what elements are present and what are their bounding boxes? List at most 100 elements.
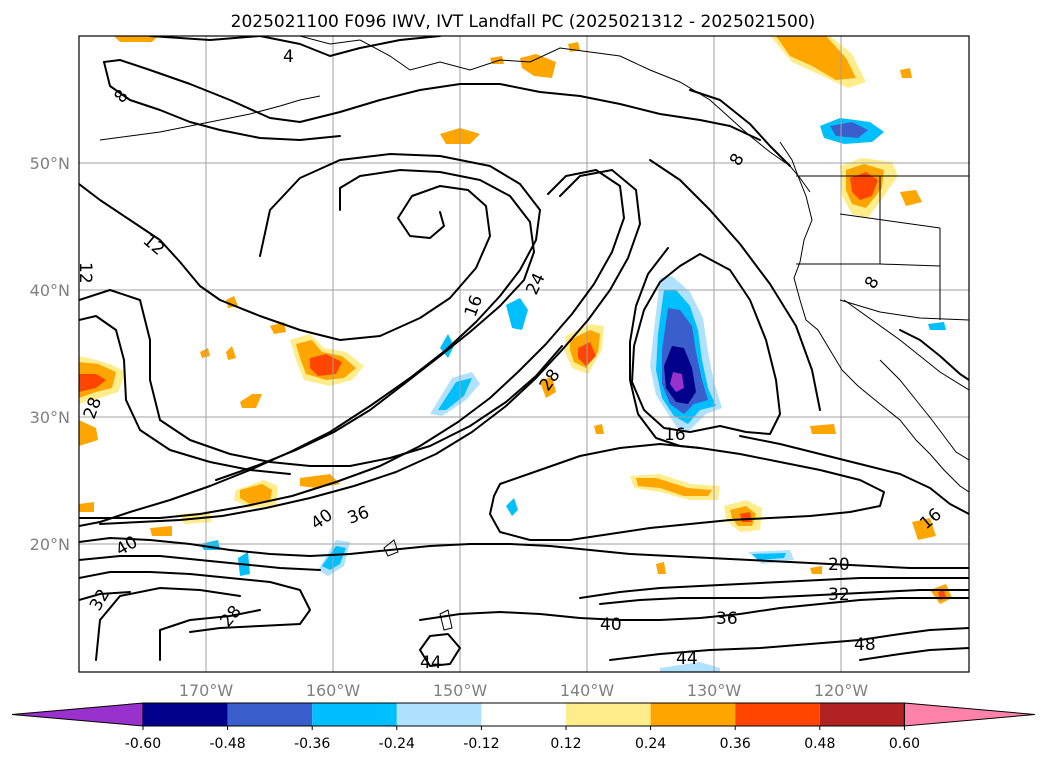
iwv-contours [79,36,969,667]
positive-anomaly-west-3 [310,354,342,376]
positive-spot-14 [226,346,236,360]
lat-tick-label: 30°N [30,408,70,427]
lat-tick-label: 20°N [30,535,70,554]
positive-spot-11 [270,322,286,334]
contour-label: 12 [75,262,95,284]
contour-32-e [599,589,969,605]
contour-8-bc [689,89,791,167]
contour-28-a [79,289,563,467]
latitude-ticks: 50°N 40°N 30°N 20°N [30,154,70,554]
contour-12-big [79,183,491,341]
contour-label: 20 [828,555,850,575]
contour-44-s [609,627,969,661]
shaded-anomalies [79,36,952,672]
positive-anomaly-left-edge-3 [79,374,106,392]
contour-label: 44 [676,649,698,669]
alaska-coast [299,36,811,193]
negative-spot-8 [752,553,786,560]
contour-20-s [79,537,969,569]
colorbar-tick-label: 0.12 [550,736,581,752]
positive-anomaly-northeast-2 [776,36,856,80]
contour-40-sw [79,591,131,601]
contour-16-east [739,435,969,515]
contour-24-s [79,555,321,571]
colorbar-tick-label: 0.24 [635,736,666,752]
colorbar-segment [819,703,905,726]
positive-spot-5 [810,424,836,434]
lat-tick-label: 50°N [30,154,70,173]
positive-anomaly-mid-2 [636,478,712,496]
colorbar-tick-label: 0.60 [889,736,920,752]
state-border-2 [839,213,941,229]
colorbar-segment [650,703,736,726]
positive-anomaly-south-2 [240,484,272,504]
contour-28-b [79,315,291,475]
contour-12-far-east [899,329,969,381]
colorbar-segment [566,703,651,726]
lon-tick-label: 120°W [814,681,869,700]
lon-tick-label: 160°W [306,681,361,700]
contour-16-swirl [215,169,535,481]
positive-spot-10 [240,394,262,408]
lat-tick-label: 40°N [30,281,70,300]
coastlines [99,36,969,631]
gridlines [79,36,969,672]
negative-spot-12 [660,662,720,672]
contour-12-inner [79,153,541,527]
contour-16-trough [629,247,701,449]
positive-spot-15 [540,376,556,398]
positive-spot-4 [114,36,158,42]
contour-4 [149,36,441,57]
colorbar-extend-max [903,702,1036,727]
negative-anomaly-north-2 [830,122,868,138]
colorbar-tick-label: 0.36 [720,736,751,752]
colorbar-segment [396,703,482,726]
contour-16-se [489,443,885,541]
map-panel: 4 8 8 8 12 12 16 16 16 20 24 28 28 28 32… [75,36,969,673]
contour-36-s [95,587,241,661]
colorbar: -0.60 -0.48 -0.36 -0.24 -0.12 0.12 0.24 0.36 0.4… [11,702,1036,752]
negative-spot-11 [506,498,518,516]
colorbar-segment [227,703,313,726]
colorbar-outline [142,702,905,727]
colorbar-tick-label: -0.24 [379,736,415,752]
lon-tick-label: 170°W [179,681,234,700]
colorbar-segment [735,703,820,726]
contour-24 [79,169,625,519]
contour-16-right [631,253,781,435]
colorbar-tick-label: -0.48 [209,736,245,752]
figure-title: 2025021100 F096 IWV, IVT Landfall PC (20… [231,12,816,32]
colorbar-tick-label: 0.48 [804,736,835,752]
positive-spot-20 [900,68,912,78]
positive-spot-2 [520,54,556,78]
contour-label: 44 [420,653,442,673]
positive-anomaly-left-edge-4 [79,420,98,446]
contour-48-s [859,647,969,661]
positive-spot-6 [912,518,936,540]
contour-44-sw [419,633,461,667]
contour-label: 36 [716,609,738,629]
contour-12-right [649,159,821,411]
contour-label: 40 [600,615,622,635]
positive-anomaly-south-5 [150,526,172,536]
colorbar-tick-label: -0.12 [463,736,499,752]
positive-anomaly-east-3 [850,172,878,200]
contour-8-outer [103,61,341,141]
contour-20 [99,169,641,525]
negative-spot-1 [506,298,528,330]
colorbar-tick-label: -0.60 [125,736,161,752]
contour-label: 32 [828,585,850,605]
lon-tick-label: 150°W [433,681,488,700]
negative-spot-13 [928,322,946,330]
hawaii-islands [383,539,453,631]
positive-spot-9 [900,190,922,206]
positive-spot-13 [200,348,210,358]
contour-40-s [419,597,969,621]
negative-anomaly-central-5 [670,372,684,392]
contour-label: 16 [664,425,686,445]
contour-36-e [579,577,969,599]
negative-spot-4 [438,378,472,410]
baja-coast [879,359,969,461]
state-border-5 [843,299,969,391]
